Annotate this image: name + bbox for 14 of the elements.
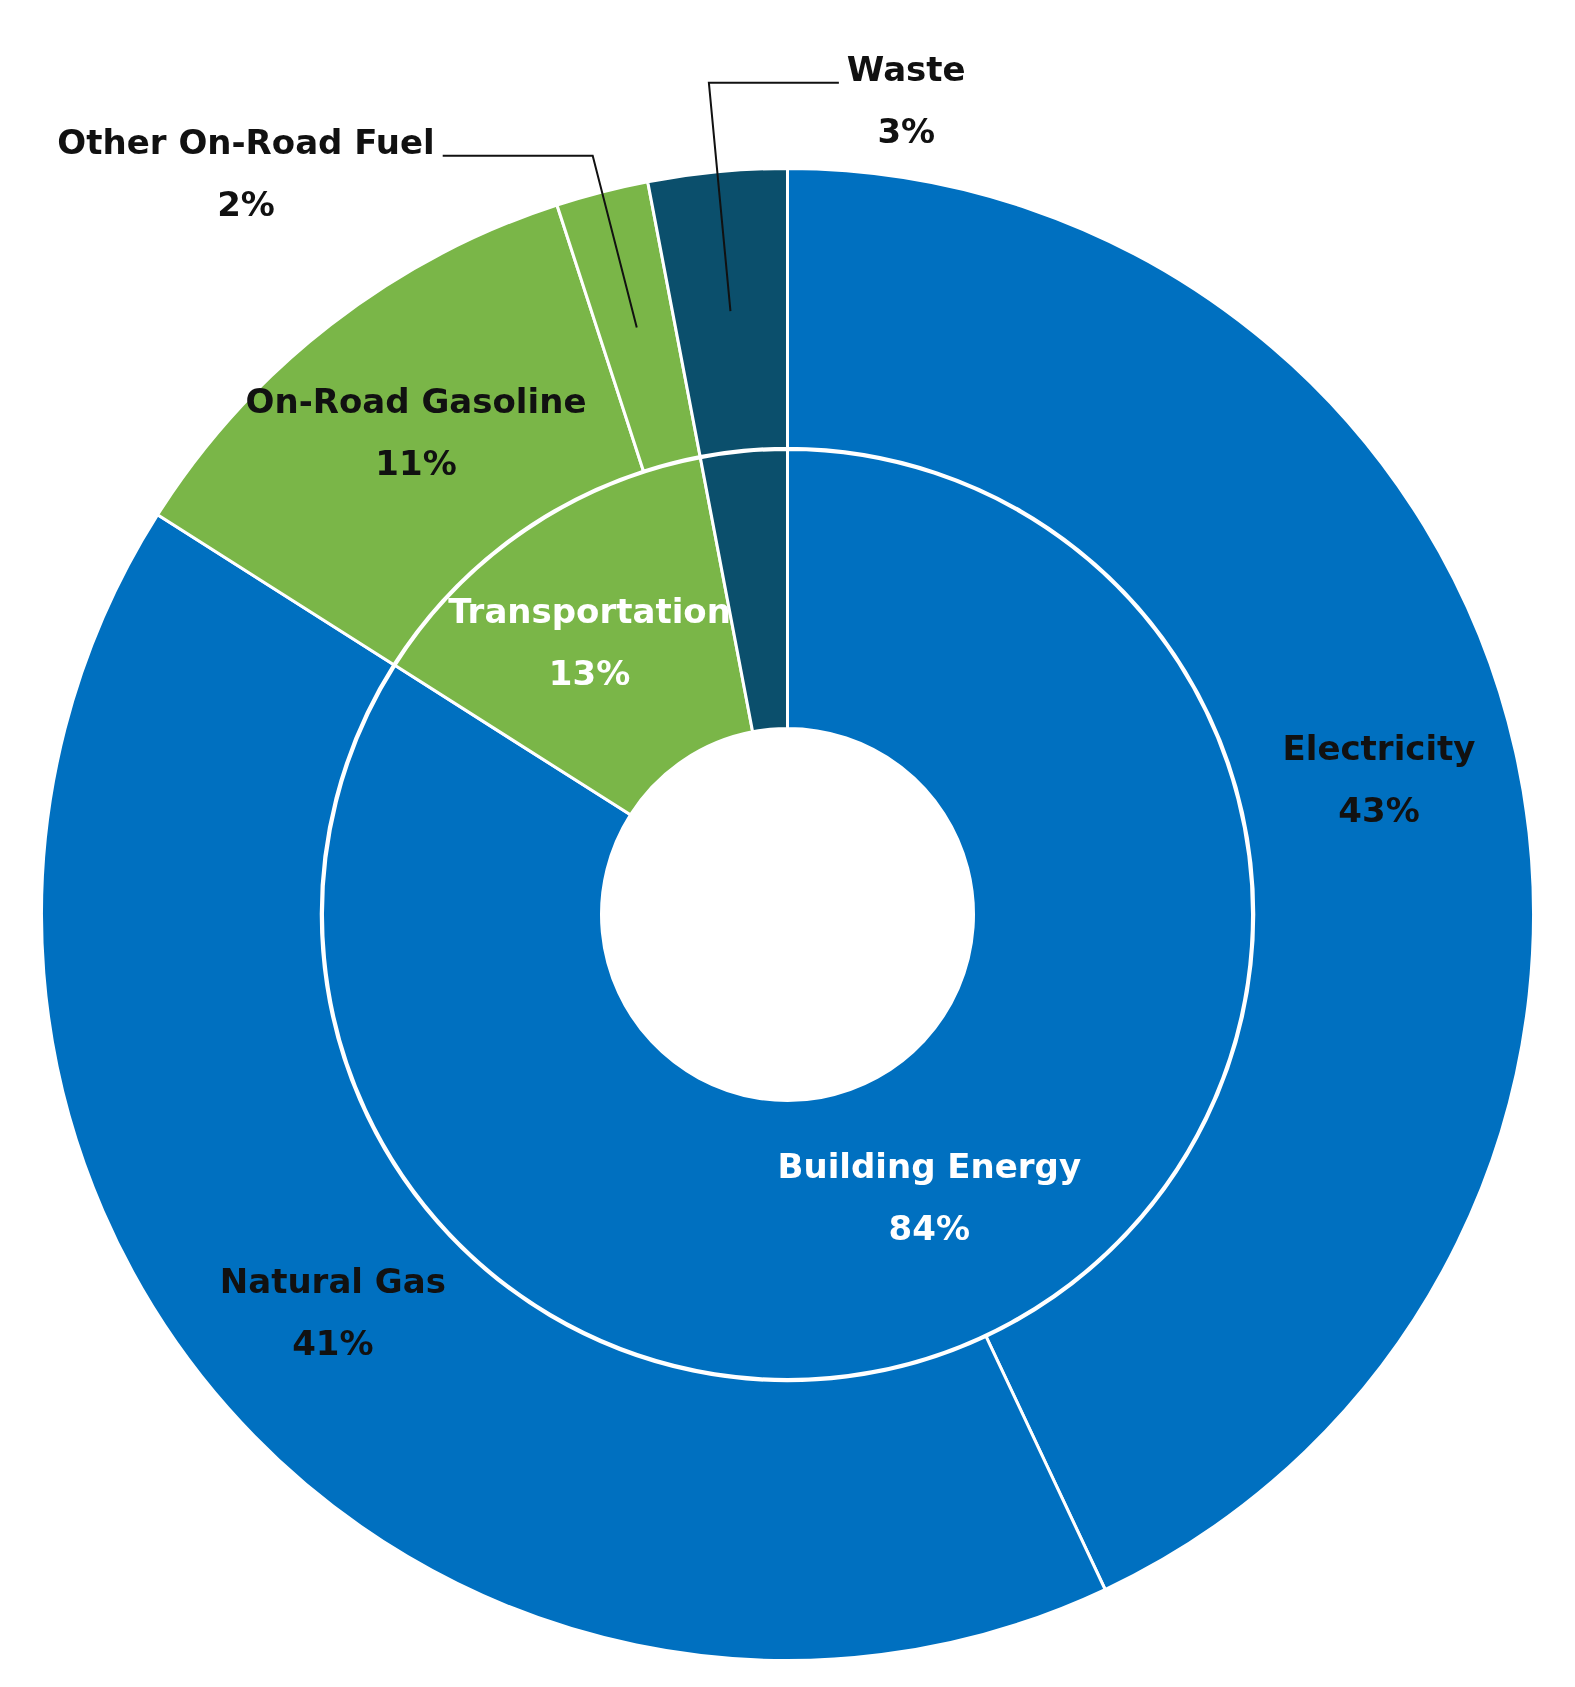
slice-label: On-Road Gasoline — [245, 381, 587, 422]
slice-label: Electricity — [1282, 728, 1476, 769]
data-label: 11% — [375, 443, 457, 484]
slice-label: Other On-Road Fuel — [57, 121, 435, 162]
data-label: 2% — [217, 183, 275, 224]
data-label: 43% — [1338, 790, 1420, 831]
data-label: 84% — [888, 1207, 971, 1248]
slice-label: Waste — [846, 48, 966, 89]
slice-label: Transportation — [448, 591, 731, 632]
data-label: 3% — [877, 110, 936, 151]
data-label: 13% — [548, 653, 631, 694]
slice-label: Natural Gas — [219, 1261, 446, 1302]
data-label: 41% — [292, 1323, 374, 1364]
slice-label: Building Energy — [777, 1145, 1082, 1186]
